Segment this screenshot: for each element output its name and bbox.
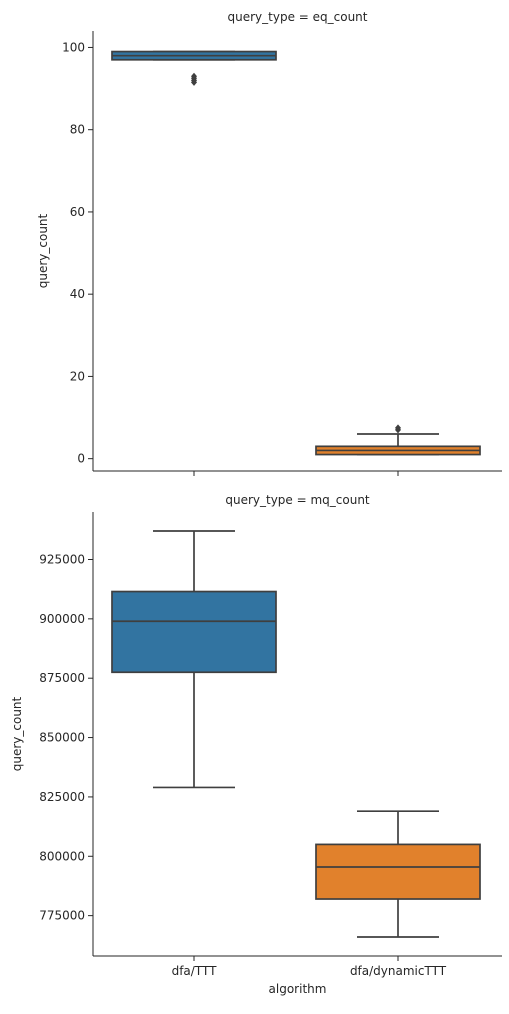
y-tick-label: 100	[62, 40, 85, 54]
y-tick-label: 925000	[39, 552, 85, 566]
x-axis-label: algorithm	[269, 982, 327, 996]
y-axis-label: query_count	[36, 213, 50, 288]
y-tick-label: 40	[70, 287, 85, 301]
y-tick-label: 80	[70, 123, 85, 137]
box-dfa-dynamicttt	[315, 810, 481, 938]
x-tick-label: dfa/TTT	[172, 964, 217, 978]
y-tick-label: 825000	[39, 790, 85, 804]
facet-title: query_type = eq_count	[228, 10, 368, 24]
facet-mq-count: query_type = mq_count query_count 775000 80…	[10, 493, 502, 996]
y-tick-label: 875000	[39, 671, 85, 685]
facet-eq-count: query_type = eq_count query_count 0 20 40 60 8…	[36, 10, 502, 476]
y-tick-label: 0	[77, 452, 85, 466]
y-tick-label: 900000	[39, 612, 85, 626]
y-tick-label: 60	[70, 205, 85, 219]
outlier-point	[395, 424, 401, 432]
box-iqr	[315, 843, 481, 900]
box-iqr	[111, 590, 277, 674]
facet-title: query_type = mq_count	[225, 493, 370, 507]
box-dfa-ttt	[111, 50, 277, 86]
y-tick-label: 775000	[39, 909, 85, 923]
box-dfa-dynamicttt	[315, 424, 481, 456]
y-axis-label: query_count	[10, 696, 24, 771]
x-tick-label: dfa/dynamicTTT	[350, 964, 447, 978]
y-tick-label: 20	[70, 369, 85, 383]
y-tick-label: 850000	[39, 731, 85, 745]
outlier-point	[191, 78, 197, 86]
y-tick-label: 800000	[39, 849, 85, 863]
box-dfa-ttt	[111, 530, 277, 789]
